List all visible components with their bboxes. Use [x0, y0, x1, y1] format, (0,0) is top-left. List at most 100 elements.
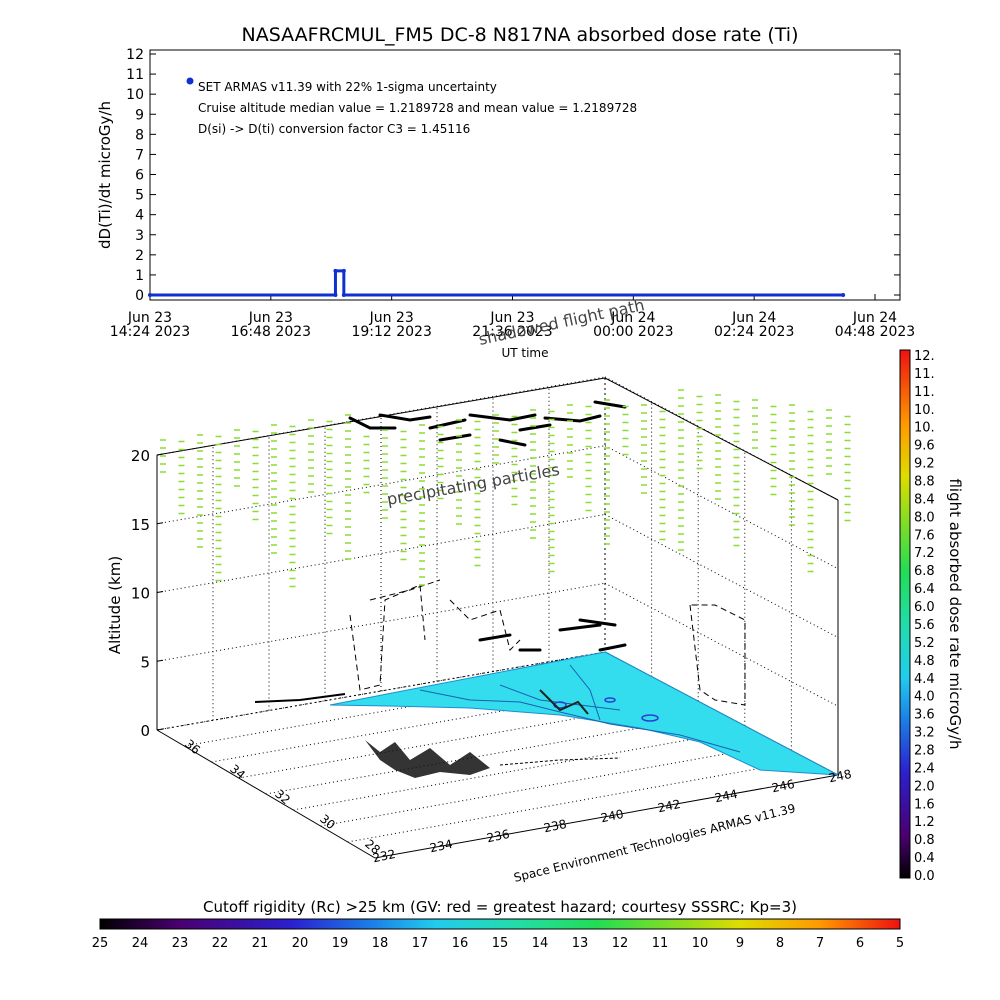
dose-colorbar [899, 349, 911, 879]
dose-colorbar-tick-label: 9.2 [914, 457, 935, 472]
dose-colorbar-tick-label: 11. [914, 367, 935, 382]
dose-colorbar-tick-label: 7.2 [914, 546, 935, 561]
altitude-tick-label: 15 [131, 516, 150, 534]
dose-colorbar-tick-label: 12. [914, 349, 935, 364]
dose-rate-line [150, 269, 844, 297]
altitude-tick-label: 10 [131, 585, 150, 603]
dose-colorbar-tick-label: 0.4 [914, 851, 935, 866]
latitude-tick-label: 30 [317, 812, 338, 833]
top-x-tick-label-date: Jun 24 [731, 310, 776, 326]
rc-colorbar-tick-label: 17 [412, 936, 429, 951]
top-x-tick-label-date: Jun 24 [852, 310, 897, 326]
rc-colorbar-tick-label: 14 [532, 936, 549, 951]
rc-colorbar-tick-label: 11 [652, 936, 669, 951]
dose-colorbar-tick-label: 1.6 [914, 797, 935, 812]
altitude-axis-label: Altitude (km) [106, 556, 124, 654]
precipitating-particles [160, 389, 851, 588]
top-y-tick-label: 9 [135, 107, 144, 123]
longitude-tick-label: 244 [714, 787, 739, 805]
dose-colorbar-tick-label: 7.6 [914, 528, 935, 543]
longitude-tick-label: 238 [543, 817, 568, 835]
dose-colorbar-ticks: 12. 11. 11. 10. 10. 9.6 9.2 8.8 8.4 8.0 7.6 7.2 6.8 6… [914, 349, 935, 884]
top-x-tick-label-time: 21:36 2023 [472, 324, 552, 340]
rc-colorbar-tick-label: 9 [736, 936, 744, 951]
top-x-tick-label-date: Jun 23 [248, 310, 293, 326]
top-x-tick-label-date: Jun 23 [489, 310, 534, 326]
dose-colorbar-tick-label: 8.0 [914, 510, 935, 525]
top-x-tick-label-date: Jun 23 [127, 310, 172, 326]
dose-colorbar-tick-label: 2.8 [914, 743, 935, 758]
dose-colorbar-tick-label: 3.6 [914, 708, 935, 723]
floor-track [254, 693, 621, 778]
top-x-axis-label: UT time [501, 346, 548, 360]
longitude-tick-label: 234 [429, 837, 454, 855]
dose-rate-point [341, 268, 346, 273]
altitude-track-fragments [348, 400, 627, 652]
top-x-tick-label-time: 19:12 2023 [351, 324, 431, 340]
rc-colorbar-tick-label: 8 [776, 936, 784, 951]
dose-colorbar-label: flight absorbed dose rate microGy/h [946, 478, 964, 749]
dose-colorbar-tick-label: 4.0 [914, 690, 935, 705]
top-y-tick-label: 3 [135, 228, 144, 244]
rc-colorbar-tick-label: 5 [896, 936, 904, 951]
dose-colorbar-tick-label: 3.2 [914, 726, 935, 741]
rc-colorbar-tick-label: 23 [172, 936, 189, 951]
rc-colorbar-tick-label: 7 [816, 936, 824, 951]
rc-colorbar [99, 918, 901, 930]
dose-colorbar-tick-label: 4.4 [914, 672, 935, 687]
top-y-tick-label: 2 [135, 248, 144, 264]
map-surface [329, 651, 839, 776]
dose-colorbar-tick-label: 0.0 [914, 869, 935, 884]
longitude-tick-label: 246 [771, 777, 796, 795]
top-y-tick-label: 5 [135, 188, 144, 204]
annotation-cruise-altitude: Cruise altitude median value = 1.2189728… [198, 101, 637, 115]
legend-marker [186, 77, 194, 85]
altitude-tick-label: 5 [140, 653, 150, 671]
dose-colorbar-tick-label: 4.8 [914, 654, 935, 669]
rc-colorbar-tick-label: 15 [492, 936, 509, 951]
top-x-tick-label-time: 02:24 2023 [714, 324, 794, 340]
rc-colorbar-tick-label: 24 [132, 936, 149, 951]
top-y-axis-label: dD(Ti)/dt microGy/h [96, 101, 114, 249]
rc-colorbar-tick-label: 22 [212, 936, 229, 951]
rc-colorbar-tick-label: 19 [332, 936, 349, 951]
dose-colorbar-tick-label: 8.4 [914, 492, 935, 507]
longitude-tick-label: 248 [828, 767, 853, 785]
top-x-tick-label-time: 16:48 2023 [231, 324, 311, 340]
top-y-tick-label: 11 [126, 67, 144, 83]
altitude-axis: 0 5 10 15 20 [131, 447, 164, 740]
top-y-tick-label: 10 [126, 87, 144, 103]
annotation-armas-version: SET ARMAS v11.39 with 22% 1-sigma uncert… [198, 80, 497, 94]
rc-colorbar-tick-label: 25 [92, 936, 109, 951]
chart-title: NASAAFRCMUL_FM5 DC-8 N817NA absorbed dos… [241, 24, 798, 46]
dose-rate-point [841, 293, 846, 297]
dose-colorbar-tick-label: 2.4 [914, 761, 935, 776]
longitude-tick-label: 236 [486, 827, 511, 845]
rc-colorbar-tick-label: 20 [292, 936, 309, 951]
dose-colorbar-tick-label: 0.8 [914, 833, 935, 848]
dose-rate-point [341, 293, 346, 297]
rc-colorbar-tick-label: 21 [252, 936, 269, 951]
dose-colorbar-tick-label: 6.0 [914, 600, 935, 615]
longitude-tick-label: 240 [600, 807, 625, 825]
dose-colorbar-tick-label: 10. [914, 403, 935, 418]
top-x-tick-label-time: 00:00 2023 [593, 324, 673, 340]
longitude-tick-label: 232 [372, 847, 397, 865]
rc-colorbar-tick-label: 10 [692, 936, 709, 951]
top-x-tick-label-date: Jun 24 [610, 310, 655, 326]
dose-rate-point [148, 293, 152, 297]
dose-colorbar-tick-label: 9.6 [914, 439, 935, 454]
dose-colorbar-tick-label: 6.4 [914, 582, 935, 597]
projected-flight-path [349, 579, 746, 706]
dose-rate-point [333, 293, 338, 297]
precipitating-particles-label: precipitating particles [385, 460, 561, 509]
longitude-tick-label: 242 [657, 797, 682, 815]
dose-colorbar-tick-label: 8.8 [914, 475, 935, 490]
dose-colorbar-tick-label: 10. [914, 421, 935, 436]
dose-colorbar-tick-label: 11. [914, 385, 935, 400]
rc-colorbar-tick-label: 18 [372, 936, 389, 951]
dose-colorbar-tick-label: 6.8 [914, 564, 935, 579]
